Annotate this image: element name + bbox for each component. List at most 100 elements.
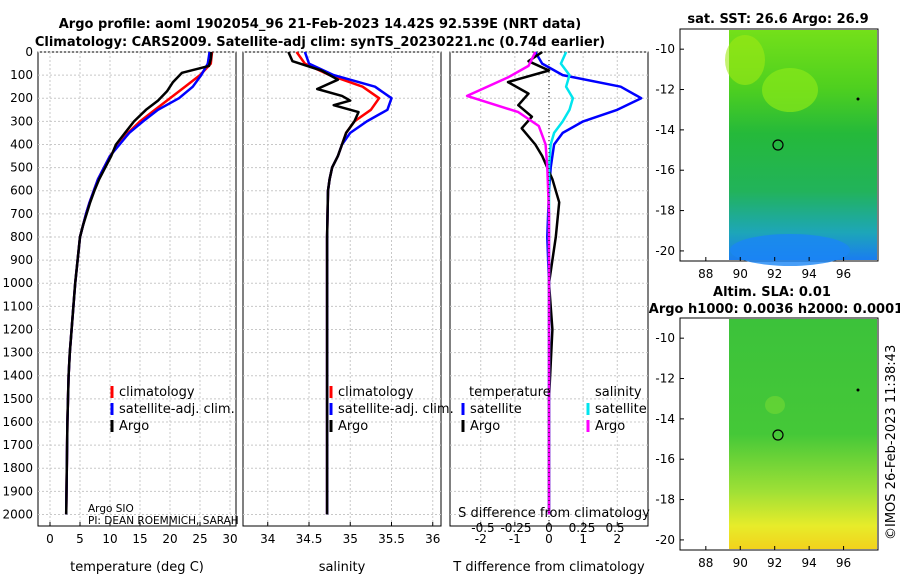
map-y-tick-label: -14: [655, 412, 675, 426]
temperature-tick-labels: 0 5 10 15 20 25 30: [46, 522, 238, 546]
map-y-tick-label: -20: [655, 244, 675, 258]
sla-map-ticks: 88 90 92 94 96 -10 -12 -14 -16 -18 -20: [655, 331, 851, 570]
map-x-tick-label: 90: [733, 556, 748, 570]
sst-argo-position-marker: [772, 139, 784, 151]
series-line-salinity-satellite: [547, 51, 575, 515]
map-x-tick-label: 92: [767, 267, 782, 281]
salinity-tick-labels: 34 34.5 35 35.5 36: [260, 522, 440, 546]
x-tick-label: 0: [46, 532, 54, 546]
map-y-tick-label: -10: [655, 42, 675, 56]
depth-tick-label: 1600: [2, 415, 33, 429]
legend-heading-temperature: temperature: [469, 385, 551, 400]
island-dot: [856, 388, 860, 392]
x-tick-label: 2: [613, 532, 621, 546]
argo-sio-credit: Argo SIO: [88, 503, 134, 515]
map-y-tick-label: -18: [655, 204, 675, 218]
salinity-difference-tick-labels: -0.5 -0.25 0 0.25 0.5: [471, 521, 624, 535]
temperature-legend: climatology satellite-adj. clim. Argo: [110, 385, 235, 434]
salinity-difference-xlabel: S difference from climatology: [458, 506, 650, 521]
depth-tick-label: 1900: [2, 484, 33, 498]
salinity-series: [287, 51, 393, 515]
map-x-tick-label: 92: [767, 556, 782, 570]
depth-tick-labels: 0 100 200 300 400 500 600 700 800 900 1000 1100 1200…: [2, 45, 33, 521]
map-y-tick-label: -14: [655, 123, 675, 137]
map-x-tick-label: 94: [801, 556, 816, 570]
x-tick-label: 5: [76, 532, 84, 546]
figure-title-line2: Climatology: CARS2009. Satellite-adj cli…: [35, 35, 605, 50]
salinity-legend: climatology satellite-adj. clim. Argo: [329, 385, 454, 434]
salinity-grid: [243, 51, 441, 526]
depth-tick-label: 1400: [2, 369, 33, 383]
x-tick-label: 34.5: [296, 532, 323, 546]
x-tick-label: 10: [102, 532, 117, 546]
x-tick-label: 35: [343, 532, 358, 546]
series-line-argo: [64, 51, 213, 515]
map-x-tick-label: 88: [698, 556, 713, 570]
sla-patch: [765, 396, 785, 414]
temperature-xlabel: temperature (deg C): [70, 560, 204, 575]
difference-xlabel: T difference from climatology: [452, 560, 645, 575]
secondary-tick-label: 0: [545, 521, 553, 535]
salinity-axes: [242, 51, 442, 527]
map-x-tick-label: 96: [836, 556, 851, 570]
legend-label-argo: Argo: [338, 419, 368, 434]
sst-cool-patch: [730, 234, 850, 266]
depth-tick-label: 1100: [2, 299, 33, 313]
x-tick-label: 34: [260, 532, 275, 546]
sst-warm-patch: [725, 35, 765, 85]
x-tick-label: 36: [425, 532, 440, 546]
series-line-temperature-argo: [506, 50, 561, 515]
legend-label-temp-argo: Argo: [470, 419, 500, 434]
map-y-tick-label: -16: [655, 452, 675, 466]
imos-timestamp: ©IMOS 26-Feb-2023 11:38:43: [884, 345, 899, 540]
secondary-tick-label: -0.5: [471, 521, 494, 535]
x-tick-label: 1: [579, 532, 587, 546]
x-tick-label: 15: [132, 532, 147, 546]
depth-tick-label: 0: [25, 45, 33, 59]
depth-tick-label: 900: [10, 253, 33, 267]
depth-tick-label: 600: [10, 184, 33, 198]
sla-map-subtitle: Argo h1000: 0.0036 h2000: 0.0001: [649, 302, 900, 317]
depth-tick-label: 1800: [2, 461, 33, 475]
sla-field: [729, 319, 877, 549]
x-tick-label: 30: [222, 532, 237, 546]
map-y-tick-label: -18: [655, 493, 675, 507]
map-x-tick-label: 96: [836, 267, 851, 281]
temperature-series: [64, 51, 214, 515]
depth-tick-label: 2000: [2, 507, 33, 521]
depth-tick-label: 1000: [2, 276, 33, 290]
secondary-tick-label: 0.5: [605, 521, 624, 535]
x-tick-label: 35.5: [378, 532, 405, 546]
legend-label-climatology: climatology: [338, 385, 414, 400]
secondary-tick-label: 0.25: [569, 521, 596, 535]
difference-grid: [450, 51, 648, 526]
depth-tick-label: 300: [10, 114, 33, 128]
sla-argo-position-marker: [772, 429, 784, 441]
map-y-tick-label: -12: [655, 83, 675, 97]
map-y-tick-label: -16: [655, 163, 675, 177]
depth-tick-label: 800: [10, 230, 33, 244]
depth-tick-label: 1200: [2, 322, 33, 336]
map-y-tick-label: -12: [655, 372, 675, 386]
x-tick-label: -1: [509, 532, 521, 546]
pi-credit: PI: DEAN ROEMMICH, SARAH: [88, 515, 239, 527]
depth-tick-label: 1500: [2, 392, 33, 406]
figure-title-line1: Argo profile: aoml 1902054_96 21-Feb-202…: [59, 17, 581, 32]
legend-heading-salinity: salinity: [595, 385, 642, 400]
sst-warm-patch: [762, 68, 818, 112]
map-y-tick-label: -10: [655, 331, 675, 345]
map-x-tick-label: 88: [698, 267, 713, 281]
secondary-tick-label: -0.25: [500, 521, 531, 535]
depth-tick-label: 400: [10, 137, 33, 151]
x-tick-label: 0: [545, 532, 553, 546]
legend-label-climatology: climatology: [119, 385, 195, 400]
legend-label-argo: Argo: [119, 419, 149, 434]
salinity-xlabel: salinity: [319, 560, 366, 575]
series-line-argo: [287, 51, 360, 515]
x-tick-label: 25: [192, 532, 207, 546]
depth-tick-label: 1300: [2, 346, 33, 360]
depth-tick-label: 700: [10, 207, 33, 221]
map-x-tick-label: 94: [801, 267, 816, 281]
legend-label-sal-satellite: satellite: [595, 402, 647, 417]
